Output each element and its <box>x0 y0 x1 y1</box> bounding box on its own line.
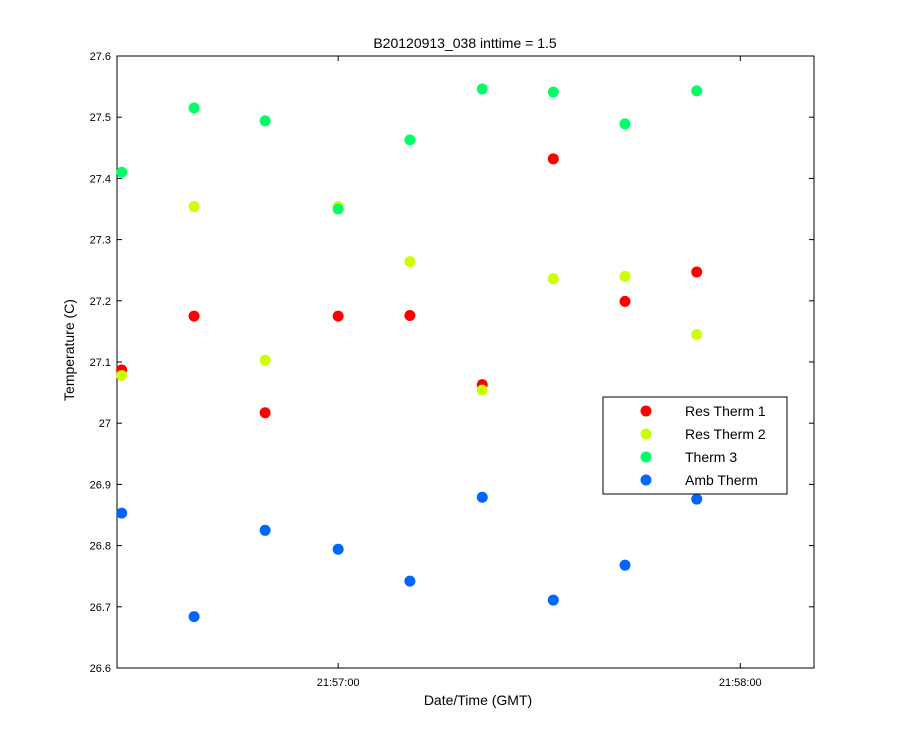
point-res-therm-2 <box>404 256 416 268</box>
y-tick-label: 26.8 <box>90 541 111 553</box>
point-res-therm-1 <box>404 309 416 321</box>
point-amb-therm <box>259 524 271 536</box>
y-tick-label: 27.3 <box>90 235 111 247</box>
legend-label: Res Therm 1 <box>685 403 766 419</box>
legend: Res Therm 1 Res Therm 2 Therm 3 Amb Therm <box>602 396 788 495</box>
y-axis-label: Temperature (C) <box>61 299 77 401</box>
x-axis: 21:57:00 21:58:00 <box>317 56 762 689</box>
plot-area <box>116 55 815 669</box>
legend-marker <box>640 428 652 440</box>
y-tick-label: 27.6 <box>90 51 111 63</box>
x-tick-label: 21:57:00 <box>317 677 360 689</box>
point-therm-3 <box>116 166 128 178</box>
y-tick-label: 27 <box>99 418 111 430</box>
x-axis-label: Date/Time (GMT) <box>424 692 532 708</box>
legend-marker <box>640 451 652 463</box>
point-res-therm-2 <box>476 384 488 396</box>
point-amb-therm <box>691 493 703 505</box>
y-tick-label: 27.4 <box>90 173 111 185</box>
chart-title: B20120913_038 inttime = 1.5 <box>373 35 557 51</box>
point-res-therm-2 <box>116 369 128 381</box>
point-therm-3 <box>476 83 488 95</box>
data-points <box>116 83 703 623</box>
point-amb-therm <box>188 611 200 623</box>
y-tick-label: 26.9 <box>90 479 111 491</box>
point-therm-3 <box>259 115 271 127</box>
point-res-therm-1 <box>259 407 271 419</box>
legend-marker <box>640 405 652 417</box>
point-res-therm-2 <box>691 328 703 340</box>
point-amb-therm <box>547 594 559 606</box>
y-tick-label: 26.6 <box>90 663 111 675</box>
point-res-therm-1 <box>619 295 631 307</box>
y-tick-label: 27.2 <box>90 296 111 308</box>
point-res-therm-1 <box>691 266 703 278</box>
legend-label: Amb Therm <box>685 472 758 488</box>
legend-label: Therm 3 <box>685 449 737 465</box>
point-therm-3 <box>619 118 631 130</box>
legend-label: Res Therm 2 <box>685 426 766 442</box>
y-tick-label: 27.5 <box>90 112 111 124</box>
point-res-therm-1 <box>188 310 200 322</box>
point-therm-3 <box>332 203 344 215</box>
point-res-therm-2 <box>619 270 631 282</box>
point-amb-therm <box>404 575 416 587</box>
point-amb-therm <box>619 559 631 571</box>
point-res-therm-1 <box>547 153 559 165</box>
point-therm-3 <box>691 85 703 97</box>
point-therm-3 <box>547 86 559 98</box>
x-tick-label: 21:58:00 <box>719 677 762 689</box>
point-res-therm-2 <box>547 273 559 285</box>
y-tick-label: 27.1 <box>90 357 111 369</box>
legend-marker <box>640 474 652 486</box>
point-therm-3 <box>404 134 416 146</box>
point-res-therm-1 <box>332 310 344 322</box>
y-tick-label: 26.7 <box>90 602 111 614</box>
point-amb-therm <box>116 507 128 519</box>
point-amb-therm <box>332 543 344 555</box>
legend-box <box>602 396 788 495</box>
point-res-therm-2 <box>188 201 200 213</box>
point-amb-therm <box>476 491 488 503</box>
point-therm-3 <box>188 102 200 114</box>
point-res-therm-2 <box>259 354 271 366</box>
y-axis: 26.6 26.7 26.8 26.9 27 27.1 27.2 27.3 27.4 27.5 27… <box>90 51 814 675</box>
